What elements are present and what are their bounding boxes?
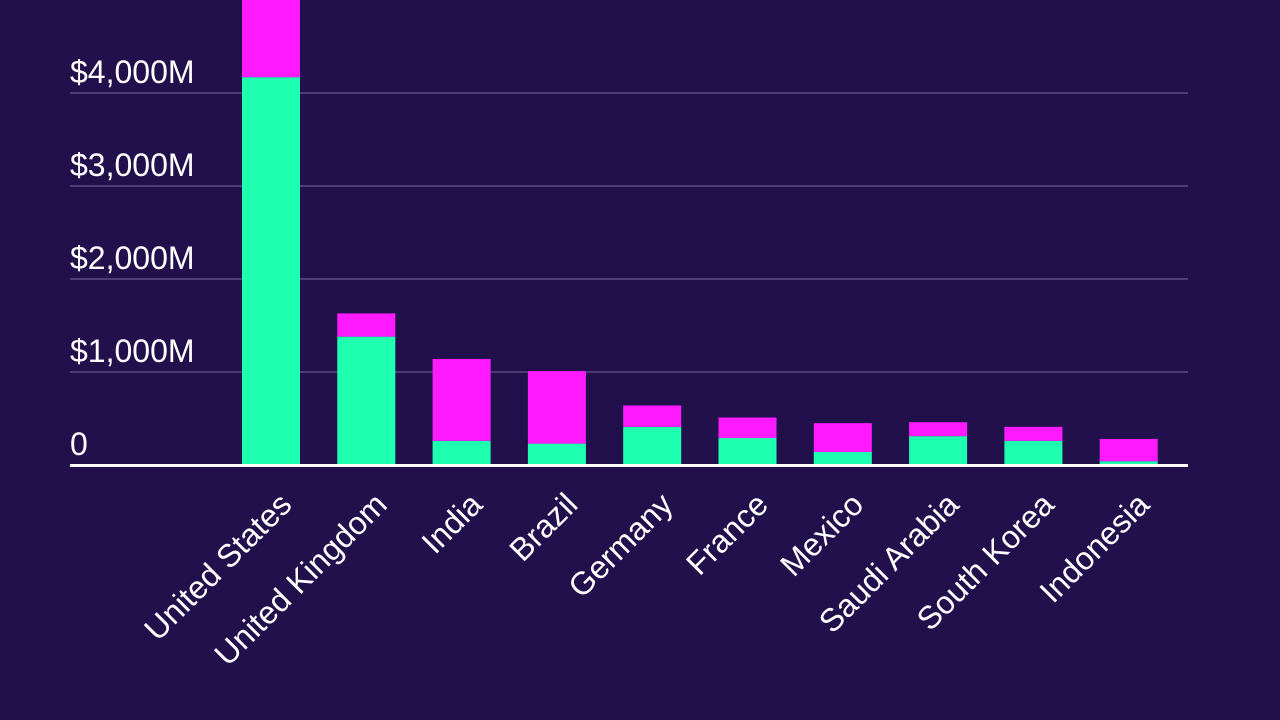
bar-segment [1004,426,1063,441]
bar-segment [1099,438,1158,462]
y-axis-ticks: 0 $1,000M $2,000M $3,000M $4,000M [70,54,195,462]
bar-segment [337,313,396,337]
bars [242,0,1158,465]
bar-segment [1004,440,1063,465]
y-tick-label: $3,000M [70,147,195,183]
bar-segment [527,443,586,465]
bar-segment [909,436,968,465]
bar-segment [432,358,491,441]
bar-segment [242,77,300,465]
y-tick-label: 0 [70,426,88,462]
y-tick-label: $2,000M [70,240,195,276]
bar-segment [623,405,682,427]
y-tick-label: $1,000M [70,333,195,369]
bar-segment [432,440,491,465]
bar-segment [623,426,682,465]
y-tick-label: $4,000M [70,54,195,90]
bar-segment [337,336,396,465]
bar-segment [527,371,586,444]
bar-segment [813,423,872,452]
bar-segment [242,0,300,78]
bar-segment [718,438,777,465]
bar-segment [813,451,872,465]
bar-segment [1099,461,1158,465]
bar-segment [718,417,777,439]
bar-segment [909,422,968,437]
